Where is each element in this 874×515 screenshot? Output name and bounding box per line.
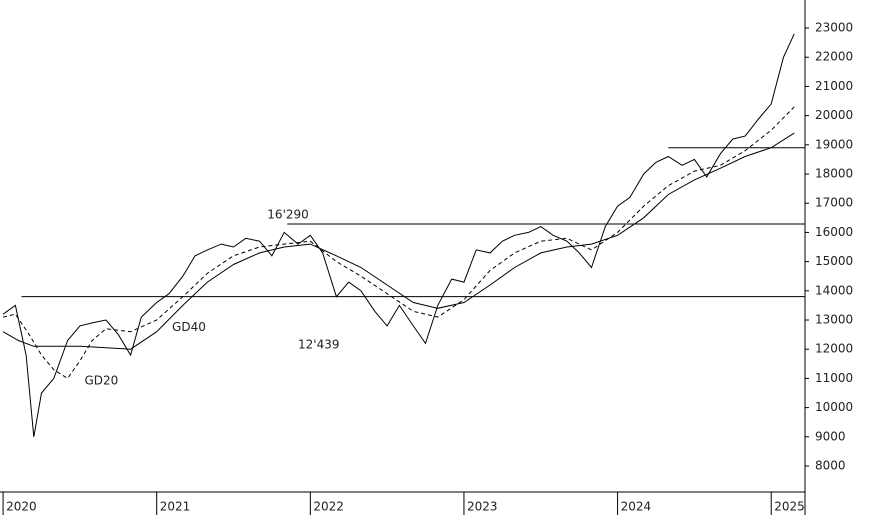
x-tick-label: 2023 <box>467 500 498 514</box>
y-tick-label: 20000 <box>815 108 853 122</box>
y-tick-label: 8000 <box>815 459 846 473</box>
y-tick-label: 22000 <box>815 50 853 64</box>
x-tick-label: 2024 <box>621 500 652 514</box>
y-tick-label: 10000 <box>815 400 853 414</box>
annotation: 16'290 <box>267 207 308 221</box>
annotation: 12'439 <box>298 337 339 351</box>
y-tick-label: 14000 <box>815 283 853 297</box>
y-tick-label: 15000 <box>815 254 853 268</box>
y-tick-label: 17000 <box>815 196 853 210</box>
y-tick-label: 16000 <box>815 225 853 239</box>
x-tick-label: 2020 <box>6 500 37 514</box>
x-tick-label: 2025 <box>774 500 805 514</box>
y-tick-label: 12000 <box>815 342 853 356</box>
y-tick-label: 23000 <box>815 21 853 35</box>
series-line <box>2 33 795 437</box>
series-line <box>2 132 795 350</box>
y-tick-label: 9000 <box>815 429 846 443</box>
x-tick-label: 2021 <box>160 500 191 514</box>
y-tick-label: 13000 <box>815 313 853 327</box>
y-tick-label: 19000 <box>815 137 853 151</box>
series-line <box>2 106 795 380</box>
annotation: GD40 <box>172 320 206 334</box>
y-tick-label: 18000 <box>815 167 853 181</box>
x-tick-label: 2022 <box>313 500 344 514</box>
y-tick-label: 21000 <box>815 79 853 93</box>
annotation: GD20 <box>84 373 118 387</box>
y-tick-label: 11000 <box>815 371 853 385</box>
